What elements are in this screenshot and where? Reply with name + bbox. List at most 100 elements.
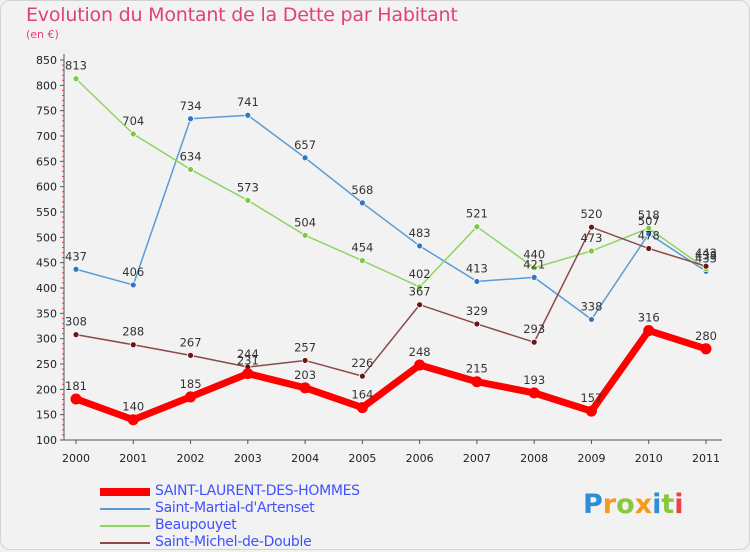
x-tick-label: 2011: [692, 452, 720, 465]
data-point: [473, 320, 481, 328]
data-label: 329: [466, 304, 488, 318]
legend-label: Beaupouyet: [155, 517, 237, 533]
legend-swatch: [100, 542, 150, 544]
data-point: [358, 372, 366, 380]
data-label: 521: [466, 207, 488, 221]
data-label: 367: [409, 285, 431, 299]
series-line-3: [75, 226, 707, 377]
data-label: 406: [122, 265, 144, 279]
x-tick-label: 2002: [177, 452, 205, 465]
data-point: [244, 111, 252, 119]
data-label: 440: [523, 248, 545, 262]
data-point: [585, 405, 597, 417]
data-point: [72, 75, 80, 83]
y-tick-label: 850: [36, 54, 57, 67]
data-label: 520: [580, 207, 602, 221]
series-line-0: [72, 327, 710, 424]
data-label: 293: [523, 322, 545, 336]
data-point: [700, 343, 712, 355]
x-tick-label: 2006: [406, 452, 434, 465]
y-tick-label: 550: [36, 206, 57, 219]
x-tick-label: 2010: [635, 452, 663, 465]
data-label: 573: [237, 180, 259, 194]
y-tick-label: 350: [36, 307, 57, 320]
data-label: 280: [695, 329, 717, 343]
data-point: [416, 242, 424, 250]
data-point: [185, 391, 197, 403]
x-tick-label: 2000: [62, 452, 90, 465]
y-tick-label: 200: [36, 383, 57, 396]
data-point: [471, 376, 483, 388]
legend-label: Saint-Michel-de-Double: [155, 534, 312, 550]
y-tick-label: 750: [36, 105, 57, 118]
data-label: 813: [65, 59, 87, 73]
data-point: [645, 245, 653, 252]
series-line-2: [75, 77, 707, 288]
data-label: 454: [351, 241, 373, 255]
data-label: 203: [294, 368, 316, 382]
data-label: 288: [122, 325, 144, 339]
data-point: [301, 231, 309, 239]
legend-label: Saint-Martial-d'Artenset: [155, 500, 315, 516]
data-point: [129, 341, 137, 349]
data-label: 402: [409, 267, 431, 281]
data-point: [645, 224, 653, 232]
data-label: 634: [180, 149, 202, 163]
data-label: 704: [122, 114, 144, 128]
x-tick-label: 2008: [520, 452, 548, 465]
y-tick-label: 250: [36, 358, 57, 371]
data-point: [244, 196, 252, 204]
data-point: [70, 393, 82, 405]
data-label: 231: [237, 354, 259, 368]
legend-swatch: [100, 508, 150, 510]
data-label: 308: [65, 315, 87, 329]
data-label: 164: [351, 388, 373, 402]
y-tick-label: 650: [36, 155, 57, 168]
y-tick-label: 400: [36, 282, 57, 295]
data-point: [530, 273, 538, 281]
logo-letter: t: [661, 489, 675, 520]
y-tick-label: 100: [36, 434, 57, 447]
data-point: [473, 223, 481, 231]
logo-letter: i: [674, 489, 684, 520]
x-tick-label: 2009: [577, 452, 605, 465]
data-label: 433: [695, 251, 717, 265]
data-label: 437: [65, 249, 87, 263]
data-label: 478: [638, 228, 660, 242]
x-tick-label: 2003: [234, 452, 262, 465]
data-point: [299, 382, 311, 394]
data-label: 267: [180, 335, 202, 349]
logo-letter: P: [583, 489, 603, 520]
data-label: 248: [409, 345, 431, 359]
x-tick-label: 2001: [119, 452, 147, 465]
data-label: 140: [122, 400, 144, 414]
x-tick-label: 2007: [463, 452, 491, 465]
data-point: [129, 130, 137, 138]
data-label: 181: [65, 379, 87, 393]
data-point: [358, 257, 366, 265]
data-label: 157: [580, 391, 602, 405]
legend-swatch: [100, 525, 150, 527]
data-label: 257: [294, 340, 316, 354]
y-tick-label: 600: [36, 181, 57, 194]
y-tick-label: 150: [36, 409, 57, 422]
data-point: [414, 359, 426, 371]
data-point: [416, 301, 424, 309]
data-label: 215: [466, 362, 488, 376]
data-label: 413: [466, 261, 488, 275]
data-point: [643, 325, 655, 337]
data-label: 473: [580, 231, 602, 245]
data-point: [301, 357, 309, 364]
line-chart: 100 150 200 250 300 350 400 450 500 550 600 650 700 7…: [36, 54, 722, 465]
data-point: [301, 154, 309, 162]
data-label: 734: [180, 99, 202, 113]
legend-label: SAINT-LAURENT-DES-HOMMES: [155, 483, 360, 499]
data-label: 518: [638, 208, 660, 222]
x-tick-label: 2004: [291, 452, 319, 465]
data-label: 316: [638, 311, 660, 325]
data-label: 421: [523, 257, 545, 271]
data-point: [127, 414, 139, 426]
data-point: [530, 264, 538, 272]
data-point: [358, 199, 366, 207]
